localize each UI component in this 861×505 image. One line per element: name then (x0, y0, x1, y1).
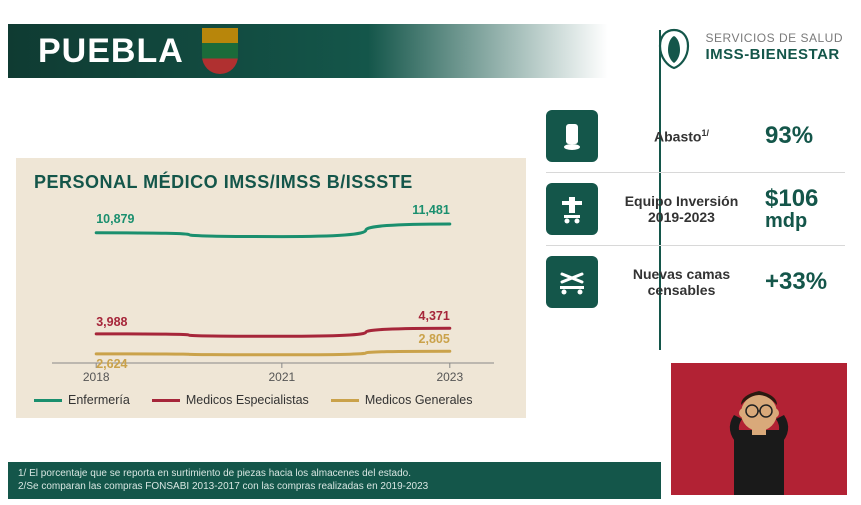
legend-swatch (34, 399, 62, 402)
stat-row: Equipo Inversión 2019-2023 $106mdp (546, 173, 845, 246)
state-header: PUEBLA (8, 24, 608, 78)
chart-legend: Enfermería Medicos Especialistas Medicos G… (34, 389, 508, 407)
stat-row: Abasto1/ 93% (546, 100, 845, 173)
chart-card: PERSONAL MÉDICO IMSS/IMSS B/ISSSTE 20182… (16, 158, 526, 418)
state-title: PUEBLA (38, 32, 184, 71)
legend-item: Medicos Generales (331, 393, 473, 407)
legend-swatch (331, 399, 359, 402)
brand-block: SERVICIOS DE SALUD IMSS-BIENESTAR (650, 24, 843, 72)
footnotes: 1/ El porcentaje que se reporta en surti… (8, 462, 661, 499)
footnote-1: 1/ El porcentaje que se reporta en surti… (18, 468, 651, 481)
svg-text:10,879: 10,879 (96, 212, 134, 226)
state-crest-icon (202, 28, 238, 74)
legend-item: Medicos Especialistas (152, 393, 309, 407)
brand-small: SERVICIOS DE SALUD (706, 32, 843, 46)
line-chart: 2018 2021 2023 10,879 11,481 3,988 4,371 2,624 2… (34, 199, 508, 389)
pill-icon (546, 110, 598, 162)
stat-value: +33% (765, 270, 845, 294)
svg-text:11,481: 11,481 (412, 203, 450, 217)
stat-row: Nuevas camas censables +33% (546, 246, 845, 318)
stat-label: Equipo Inversión 2019-2023 (612, 193, 751, 225)
stat-label: Abasto1/ (612, 128, 751, 145)
legend-label: Medicos Generales (365, 393, 473, 407)
stat-value: 93% (765, 124, 845, 148)
svg-text:4,371: 4,371 (419, 309, 450, 323)
svg-text:2,624: 2,624 (96, 357, 127, 371)
svg-text:3,988: 3,988 (96, 315, 127, 329)
svg-text:2021: 2021 (268, 370, 295, 384)
stats-panel: Abasto1/ 93% Equipo Inversión 2019-2023 … (546, 100, 845, 318)
bed-icon (546, 256, 598, 308)
legend-item: Enfermería (34, 393, 130, 407)
equipment-icon (546, 183, 598, 235)
legend-label: Medicos Especialistas (186, 393, 309, 407)
svg-text:2,805: 2,805 (419, 332, 450, 346)
chart-title: PERSONAL MÉDICO IMSS/IMSS B/ISSSTE (34, 172, 508, 193)
legend-label: Enfermería (68, 393, 130, 407)
svg-text:2023: 2023 (436, 370, 463, 384)
footnote-2: 2/Se comparan las compras FONSABI 2013-2… (18, 481, 651, 494)
stat-label: Nuevas camas censables (612, 266, 751, 298)
brand-big: IMSS-BIENESTAR (706, 46, 843, 63)
legend-swatch (152, 399, 180, 402)
sign-language-interpreter (671, 363, 847, 495)
stat-value: $106mdp (765, 187, 845, 231)
brand-text: SERVICIOS DE SALUD IMSS-BIENESTAR (706, 32, 843, 63)
imss-logo-icon (650, 24, 698, 72)
svg-text:2018: 2018 (83, 370, 110, 384)
